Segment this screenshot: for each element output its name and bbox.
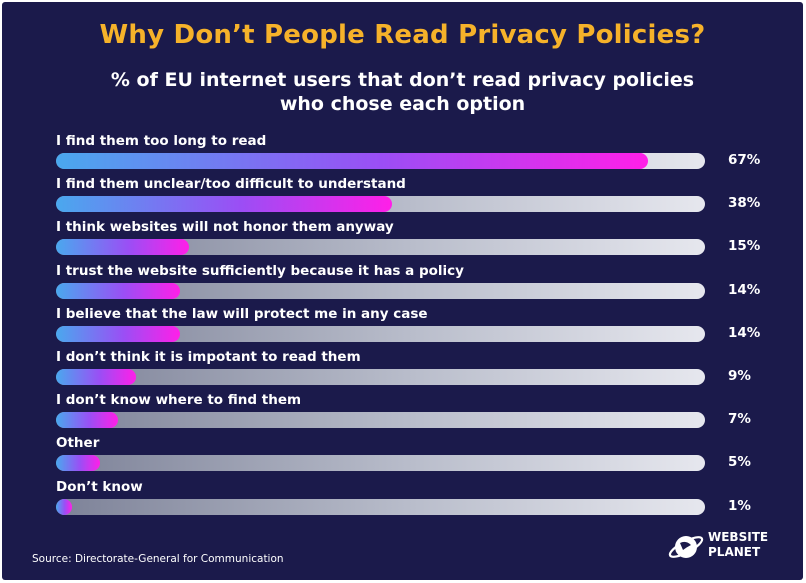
bar-fill [56, 498, 72, 515]
bar-row: I trust the website sufficiently because… [2, 263, 803, 307]
bar-value-label: 5% [728, 454, 751, 471]
bar-row: I don’t know where to find them 7% [2, 392, 803, 436]
bar-label: I trust the website sufficiently because… [56, 262, 464, 279]
bar-track [56, 412, 705, 429]
bar-label: I believe that the law will protect me i… [56, 305, 428, 322]
bar-fill [56, 153, 649, 169]
bar-label: I don’t know where to find them [56, 392, 302, 409]
bar-fill [56, 282, 180, 299]
subtitle-line-1: % of EU internet users that don’t read p… [110, 69, 695, 91]
subtitle-line-2: who chose each option [279, 93, 526, 115]
bar-label: I find them unclear/too difficult to und… [56, 176, 406, 193]
website-planet-logo: WEBSITE PLANET [666, 526, 786, 566]
bar-row: I don’t think it is impotant to read the… [2, 349, 803, 393]
bar-track [56, 369, 705, 385]
planet-icon [668, 536, 704, 558]
bar-row: I find them unclear/too difficult to und… [2, 176, 803, 220]
bar-fill [56, 196, 393, 213]
bar-track [56, 196, 705, 213]
bar-row: I think websites will not honor them any… [2, 219, 803, 263]
bar-fill [56, 239, 189, 256]
bar-track [56, 325, 705, 342]
bar-fill [56, 412, 118, 429]
logo-line-2: PLANET [708, 545, 761, 559]
chart-title: Why Don’t People Read Privacy Policies? [99, 20, 706, 50]
bar-value-label: 7% [728, 411, 751, 428]
bar-label: Other [56, 435, 100, 452]
chart-subtitle: % of EU internet users that don’t read p… [2, 68, 803, 116]
source-note: Source: Directorate-General for Communic… [32, 553, 284, 565]
bar-value-label: 14% [728, 324, 761, 341]
bar-track [56, 498, 705, 515]
bar-label: I find them too long to read [56, 133, 267, 149]
logo-wordmark: WEBSITE PLANET [708, 530, 768, 560]
bar-fill [56, 369, 136, 385]
bar-label: Don’t know [56, 478, 143, 495]
bar-track [56, 455, 705, 472]
bar-value-label: 67% [728, 152, 761, 168]
bar-row: I believe that the law will protect me i… [2, 306, 803, 350]
bar-track [56, 282, 705, 299]
bar-label: I don’t think it is impotant to read the… [56, 349, 361, 365]
bar-label: I think websites will not honor them any… [56, 219, 394, 236]
bar-fill [56, 325, 180, 342]
bar-track [56, 153, 705, 169]
logo-line-1: WEBSITE [708, 530, 769, 544]
bar-value-label: 9% [728, 368, 751, 384]
bar-value-label: 1% [728, 497, 751, 514]
bar-row: I find them too long to read 67% [2, 133, 803, 177]
bar-track [56, 239, 705, 256]
bar-value-label: 38% [728, 195, 761, 212]
bar-row: Don’t know 1% [2, 479, 803, 523]
bar-row: Other 5% [2, 435, 803, 479]
bar-value-label: 14% [728, 281, 761, 298]
bar-fill [56, 455, 101, 472]
bar-value-label: 15% [728, 238, 761, 255]
